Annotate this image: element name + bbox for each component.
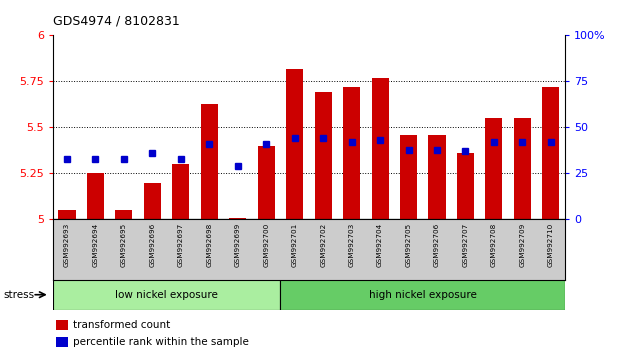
- Bar: [514, 118, 531, 219]
- Text: GSM992708: GSM992708: [491, 222, 497, 267]
- Text: GSM992696: GSM992696: [150, 222, 155, 267]
- Text: GSM992698: GSM992698: [206, 222, 212, 267]
- Text: GSM992695: GSM992695: [121, 222, 127, 267]
- Text: GSM992694: GSM992694: [93, 222, 99, 267]
- Bar: [315, 92, 332, 219]
- Text: GDS4974 / 8102831: GDS4974 / 8102831: [53, 14, 179, 27]
- Bar: [457, 153, 474, 219]
- Text: GSM992701: GSM992701: [292, 222, 297, 267]
- Bar: [173, 164, 189, 219]
- Bar: [116, 210, 132, 219]
- Text: GSM992710: GSM992710: [548, 222, 554, 267]
- Text: GSM992706: GSM992706: [434, 222, 440, 267]
- Bar: [400, 135, 417, 219]
- Text: GSM992699: GSM992699: [235, 222, 241, 267]
- Bar: [428, 135, 446, 219]
- Bar: [286, 69, 303, 219]
- Text: stress: stress: [3, 290, 34, 300]
- Text: high nickel exposure: high nickel exposure: [369, 290, 477, 300]
- Bar: [229, 218, 247, 219]
- Text: low nickel exposure: low nickel exposure: [116, 290, 218, 300]
- Bar: [542, 87, 560, 219]
- Text: percentile rank within the sample: percentile rank within the sample: [73, 337, 249, 347]
- Bar: [56, 337, 68, 347]
- Text: GSM992707: GSM992707: [463, 222, 468, 267]
- Text: GSM992700: GSM992700: [263, 222, 270, 267]
- Bar: [58, 210, 76, 219]
- Bar: [486, 118, 502, 219]
- Bar: [371, 78, 389, 219]
- Bar: [343, 87, 360, 219]
- Bar: [281, 280, 565, 310]
- Text: transformed count: transformed count: [73, 320, 170, 330]
- Text: GSM992697: GSM992697: [178, 222, 184, 267]
- Bar: [144, 183, 161, 219]
- Bar: [53, 280, 281, 310]
- Text: GSM992705: GSM992705: [406, 222, 412, 267]
- Bar: [56, 320, 68, 330]
- Text: GSM992709: GSM992709: [519, 222, 525, 267]
- Text: GSM992703: GSM992703: [348, 222, 355, 267]
- Text: GSM992704: GSM992704: [377, 222, 383, 267]
- Text: GSM992702: GSM992702: [320, 222, 326, 267]
- Bar: [201, 103, 218, 219]
- Bar: [87, 173, 104, 219]
- Text: GSM992693: GSM992693: [64, 222, 70, 267]
- Bar: [258, 146, 274, 219]
